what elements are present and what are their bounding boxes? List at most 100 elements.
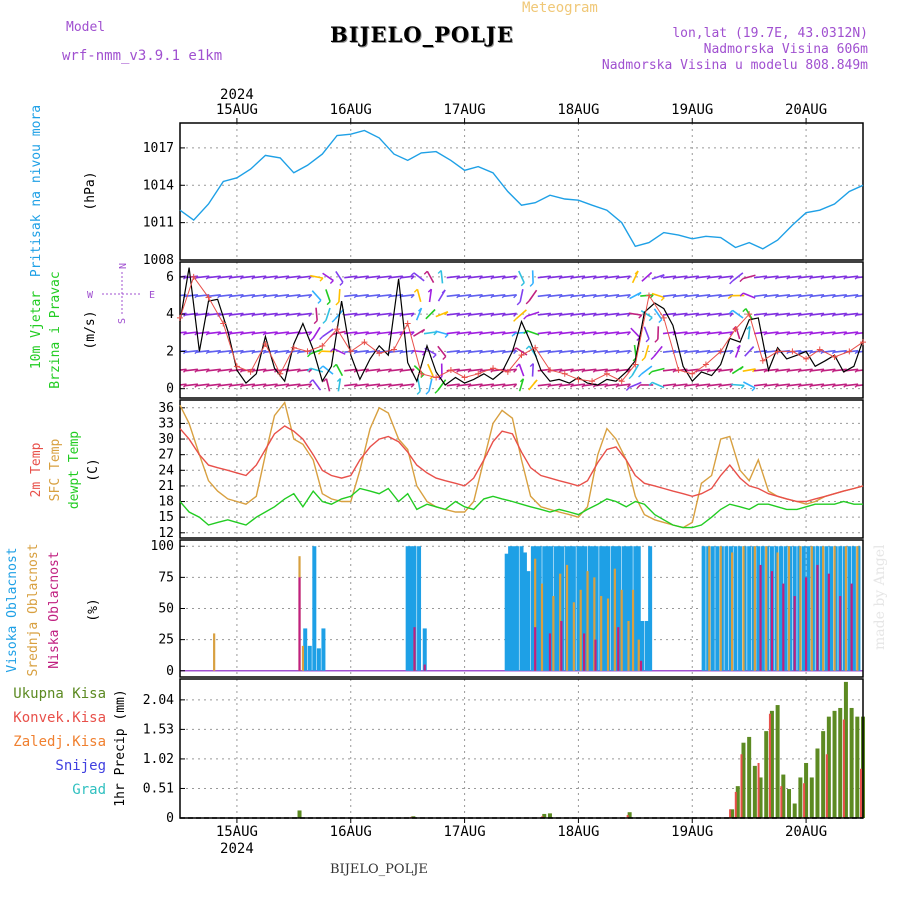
- wind-barb: [617, 349, 631, 353]
- cloud-high-bar: [628, 546, 633, 671]
- cloud-high-bar: [728, 546, 733, 671]
- wind-barb: [241, 349, 255, 353]
- wind-ylabel-1: 10m Vjetar: [29, 291, 44, 369]
- temp-unit: (C): [86, 458, 101, 481]
- precip-total-bar: [758, 777, 763, 818]
- ytick-label: 2: [166, 344, 174, 359]
- wind-barb-head: [638, 314, 643, 319]
- precip-total-bar: [821, 731, 826, 818]
- wind-barb: [325, 289, 331, 302]
- wind-barb: [287, 383, 301, 387]
- wind-barb: [833, 368, 847, 372]
- wind-gust-marker: [504, 368, 511, 375]
- wind-barb: [415, 307, 423, 321]
- wind-barb: [674, 383, 688, 387]
- cloud-high-bar: [751, 546, 756, 671]
- top-date-label: 18AUG: [557, 102, 599, 118]
- wind-barb: [605, 275, 620, 279]
- wind-barb: [310, 348, 323, 355]
- wind-barb: [457, 368, 472, 372]
- wind-barb: [799, 368, 813, 372]
- wind-barb: [446, 275, 460, 279]
- wind-gust-marker: [319, 342, 326, 349]
- wind-barb: [518, 363, 525, 377]
- wind-barb: [856, 313, 863, 316]
- wind-barb: [708, 383, 722, 387]
- wind-barb-head: [306, 367, 311, 372]
- wind-barb-head: [326, 301, 331, 306]
- wind-barb-head: [434, 389, 439, 394]
- wind-barb: [685, 383, 699, 387]
- wind-barb: [335, 271, 344, 283]
- wind-barb: [856, 294, 863, 298]
- ytick-label: 18: [158, 495, 174, 510]
- wind-barb: [594, 383, 608, 387]
- station-elevation: Nadmorska Visina 606m: [703, 42, 868, 57]
- wind-barb: [196, 368, 210, 372]
- wind-barb-head: [420, 373, 425, 378]
- wind-barb-head: [529, 282, 534, 287]
- cloud-mid-bar: [753, 546, 756, 671]
- cloud-high-bar: [742, 546, 747, 671]
- wind-barb-head: [729, 350, 734, 355]
- wind-barb-head: [513, 350, 518, 355]
- wind-gust-marker: [603, 370, 610, 377]
- wind-barb-head: [641, 357, 646, 362]
- wind-barb: [549, 349, 563, 353]
- ytick-label: 0: [166, 382, 174, 397]
- wind-barb: [180, 368, 187, 371]
- wind-barb: [413, 272, 425, 282]
- precip-total-bar: [855, 716, 860, 818]
- cloud-high-bar: [422, 628, 427, 671]
- cloud-high-bar: [644, 620, 649, 671]
- ytick-label: 36: [158, 401, 174, 416]
- ytick-label: 1017: [143, 141, 174, 156]
- cloud-high-bar: [321, 628, 326, 671]
- wind-barb: [594, 275, 608, 279]
- wind-barb: [180, 383, 187, 386]
- wind-barb: [856, 276, 863, 279]
- panel-frame-2: [179, 399, 864, 539]
- wind-barb: [241, 293, 255, 298]
- cloud-high-bar: [760, 546, 765, 671]
- wind-barb: [413, 365, 425, 376]
- precip-total-bar: [542, 813, 547, 818]
- wind-barb-head: [332, 363, 337, 368]
- wind-barb: [426, 270, 435, 283]
- wind-barb: [287, 368, 301, 372]
- wind-barb: [571, 312, 586, 316]
- precip-total-bar: [747, 736, 752, 818]
- wind-barb: [776, 293, 790, 298]
- wind-barb: [424, 347, 437, 356]
- cloud-low-bar: [782, 583, 785, 671]
- cloud-high-bar: [719, 546, 724, 671]
- cloud-mid-bar: [600, 596, 603, 671]
- cloud-high-bar: [613, 546, 618, 671]
- wind-barb: [218, 293, 233, 298]
- wind-barb-head: [525, 345, 530, 350]
- wind-barb: [571, 383, 586, 387]
- wind-barb: [833, 331, 847, 335]
- cloud-high-bar: [537, 546, 542, 671]
- wind-barb-head: [739, 366, 744, 371]
- temp-2m-label: 2m Temp: [29, 442, 44, 497]
- wind-gust-marker: [290, 344, 297, 351]
- wind-barb: [742, 274, 756, 280]
- precip-total-bar: [804, 762, 809, 818]
- wind-barb: [401, 349, 415, 353]
- ytick-label: 100: [151, 539, 174, 554]
- ytick-label: 25: [158, 633, 174, 648]
- wind-barb: [765, 331, 779, 335]
- wind-barb: [446, 331, 460, 335]
- wind-barb: [833, 312, 847, 316]
- cloud-high-bar: [806, 546, 811, 671]
- wind-barb: [685, 312, 699, 316]
- wind-barb: [560, 368, 574, 372]
- wind-barb: [697, 368, 711, 372]
- wind-barb: [264, 331, 278, 335]
- wind-barb-head: [729, 312, 734, 317]
- wind-barb-head: [444, 311, 449, 316]
- wind-barb: [492, 312, 506, 316]
- wind-barb: [719, 312, 733, 316]
- cloud-mid-label: Srednja Oblacnost: [26, 543, 41, 676]
